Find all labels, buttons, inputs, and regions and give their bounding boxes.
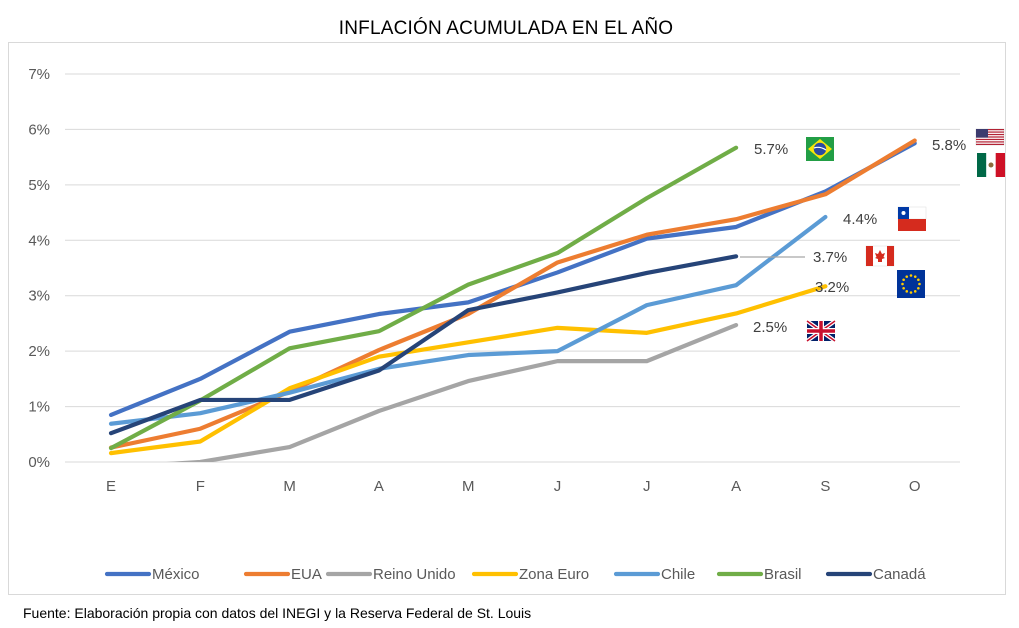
x-tick-label: A [374,478,384,495]
usa-flag-icon [975,128,1005,146]
legend-label: Zona Euro [519,566,589,583]
series-line-canadá [108,254,739,436]
legend-label: México [152,566,200,583]
chart-title: INFLACIÓN ACUMULADA EN EL AÑO [338,18,674,39]
series-lines [108,138,917,462]
legend-item[interactable]: Canadá [825,566,926,583]
x-tick-label: S [820,478,830,495]
y-tick-label: 0% [28,454,50,471]
series-line-zona-euro [108,284,828,456]
data-label: 5.7% [754,141,788,158]
legend-label: Reino Unido [373,566,456,583]
data-label: 2.5% [753,319,787,336]
x-tick-label: F [196,478,205,495]
legend[interactable]: México EUA Reino Unido Zona Euro Chile Brasil… [104,566,926,583]
x-tick-label: A [731,478,741,495]
legend-item[interactable]: Chile [613,566,695,583]
data-label: 3.7% [813,249,847,266]
legend-label: EUA [291,566,322,583]
legend-label: Chile [661,566,695,583]
y-tick-label: 1% [28,399,50,416]
chart-frame [8,42,1006,595]
x-tick-label: M [283,478,296,495]
y-tick-label: 3% [28,288,50,305]
uk-flag-icon [805,319,837,343]
eu-flag-icon [897,270,925,298]
y-tick-label: 4% [28,232,50,249]
x-tick-label: J [643,478,651,495]
y-tick-label: 6% [28,121,50,138]
brazil-flag-icon [806,137,834,161]
x-tick-label: O [909,478,921,495]
series-line-eua [108,138,917,450]
legend-label: Canadá [873,566,926,583]
y-tick-label: 7% [28,66,50,83]
mexico-flag-icon [977,153,1005,177]
legend-item[interactable]: Brasil [716,566,802,583]
series-line-reino-unido [166,322,739,462]
legend-item[interactable]: México [104,566,200,583]
chile-flag-icon [897,206,927,231]
source-note: Fuente: Elaboración propia con datos del… [23,605,532,621]
legend-label: Brasil [764,566,802,583]
y-axis-ticks: 0% 1% 2% 3% 4% 5% 6% 7% [28,66,50,471]
canada-flag-icon [865,245,895,267]
data-label: 3.2% [815,279,849,296]
series-line-méxico [108,141,917,417]
x-tick-label: E [106,478,116,495]
x-tick-label: M [462,478,475,495]
data-label: 4.4% [843,211,877,228]
y-tick-label: 5% [28,177,50,194]
data-annotations: 5.7% 5.8% 4.4% 3.7% 3.2% 2.5% [740,128,1005,343]
x-tick-label: J [554,478,562,495]
legend-item[interactable]: Reino Unido [325,566,456,583]
data-label: 5.8% [932,137,966,154]
series-line-brasil [108,145,739,451]
legend-item[interactable]: EUA [243,566,322,583]
legend-item[interactable]: Zona Euro [471,566,589,583]
y-tick-label: 2% [28,343,50,360]
series-line-chile [108,214,828,426]
